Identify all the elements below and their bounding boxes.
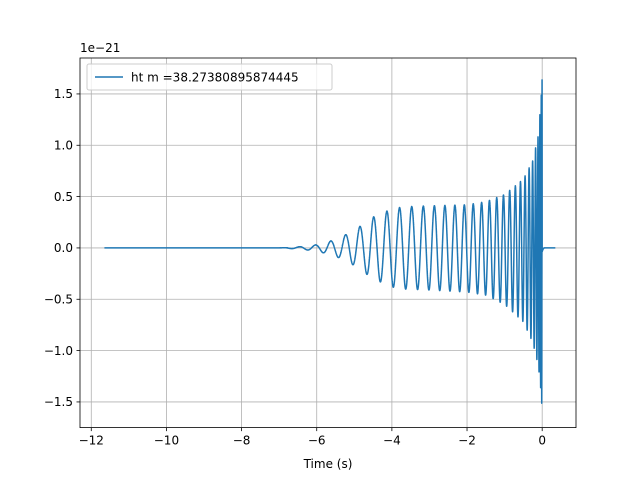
plot-area	[80, 58, 576, 428]
x-tick-label: −6	[308, 434, 326, 448]
y-tick-label: 0.0	[54, 241, 73, 255]
x-tick-label: −12	[79, 434, 104, 448]
x-tick-label: 0	[538, 434, 546, 448]
x-tick-label: −2	[458, 434, 476, 448]
y-tick-label: −1.5	[44, 395, 73, 409]
y-tick-label: 0.5	[54, 190, 73, 204]
y-tick-label: 1.0	[54, 139, 73, 153]
legend: ht m =38.27380895874445	[86, 63, 333, 91]
y-axis: −1.5 −1.0 −0.5 0.0 0.5 1.0 1.5	[44, 87, 80, 409]
x-tick-label: −8	[233, 434, 251, 448]
y-tick-label: −0.5	[44, 293, 73, 307]
x-tick-label: −4	[383, 434, 401, 448]
series-group	[103, 79, 557, 405]
y-tick-label: 1.5	[54, 87, 73, 101]
y-tick-label: −1.0	[44, 344, 73, 358]
series-line	[103, 79, 557, 405]
x-axis-label: Time (s)	[303, 457, 353, 471]
x-tick-label: −10	[154, 434, 179, 448]
x-axis: −12 −10 −8 −6 −4 −2 0	[79, 427, 546, 448]
offset-text: 1e−21	[80, 41, 120, 55]
legend-label: ht m =38.27380895874445	[131, 71, 299, 85]
axes-frame	[79, 57, 577, 429]
legend-box	[86, 63, 333, 91]
